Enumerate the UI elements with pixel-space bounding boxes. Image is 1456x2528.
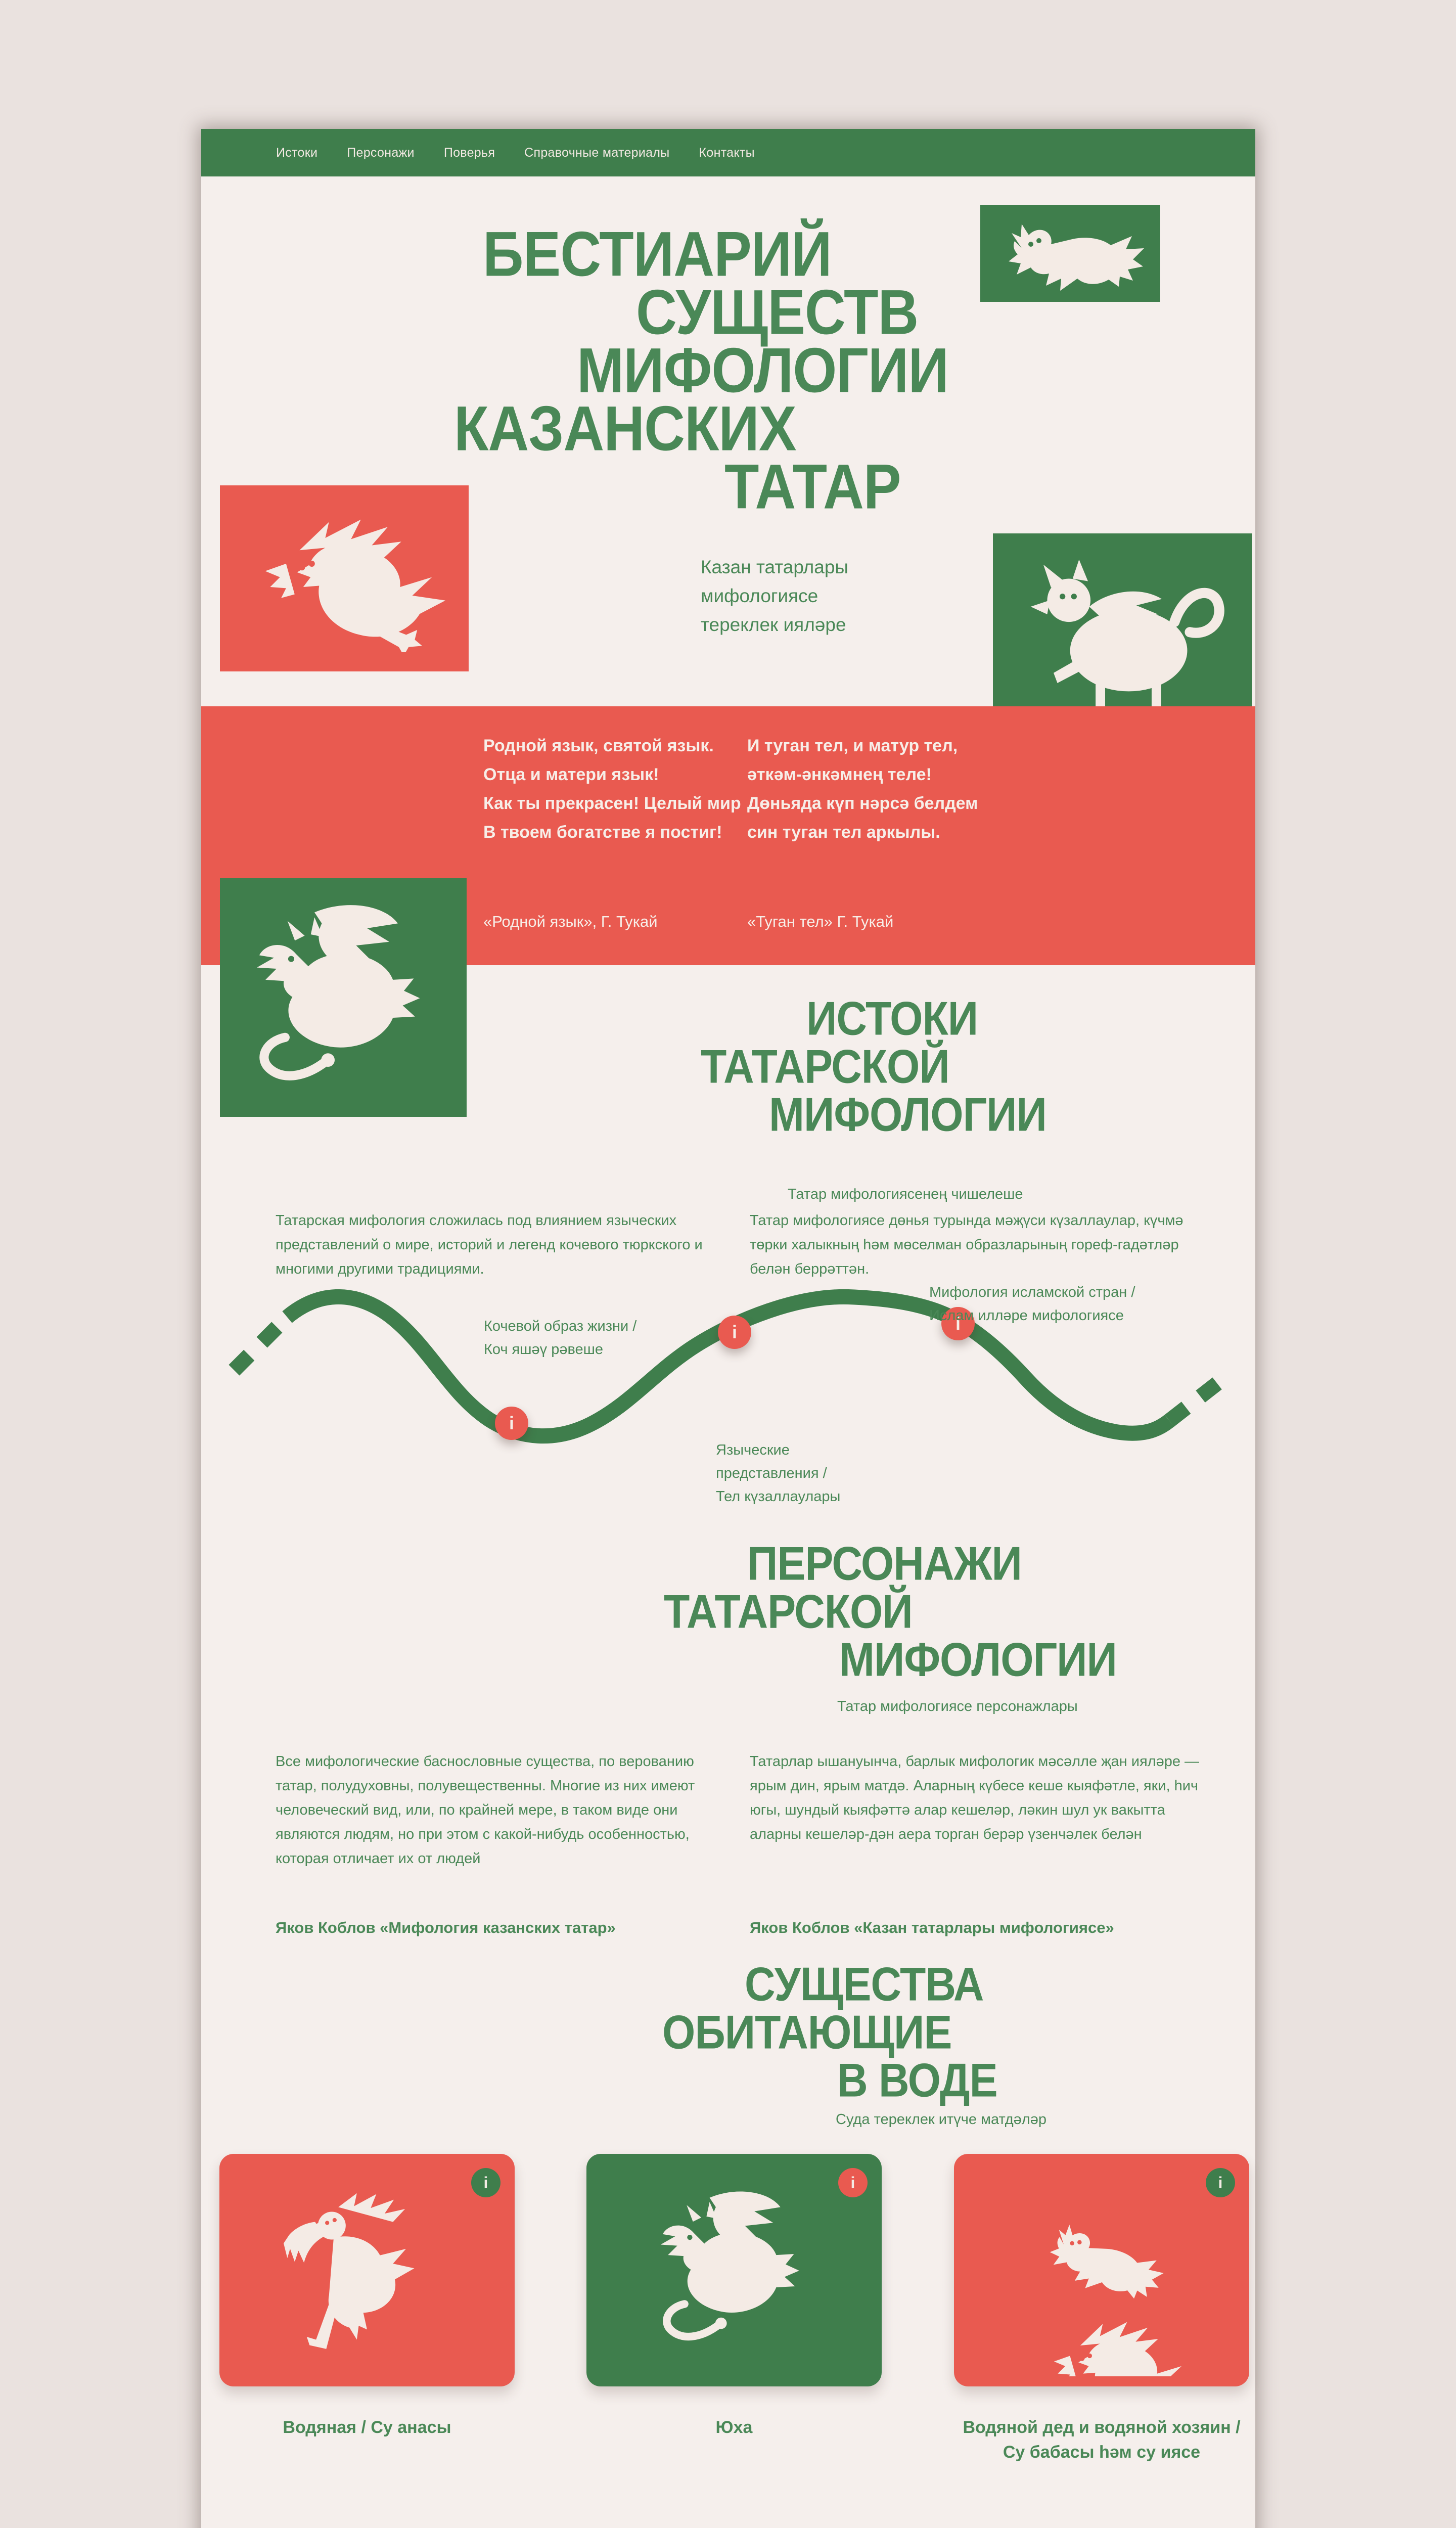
hero-imp-block <box>980 205 1160 302</box>
nav-link-personazhi[interactable]: Персонажи <box>347 145 415 160</box>
yukha-dragon-icon <box>648 2189 820 2351</box>
timeline-label-tt: Ислам илләре мифологиясе <box>929 1307 1124 1324</box>
water-title-line-3: В ВОДЕ <box>837 2053 998 2107</box>
poem-line: Отца и матери язык! <box>483 765 659 784</box>
card-caption-water-mother: Водяная / Су анасы <box>199 2415 535 2440</box>
characters-source-ru: Яков Коблов «Мифология казанских татар» <box>276 1919 616 1936</box>
nav-link-istoki[interactable]: Истоки <box>276 145 318 160</box>
flying-bird-icon <box>243 505 445 652</box>
hero-title-line-3: МИФОЛОГИИ <box>577 335 949 406</box>
caption-line: Водяная / Су анасы <box>283 2418 451 2437</box>
timeline-label-tt: Тел күзаллаулары <box>716 1488 841 1505</box>
main-nav: Истоки Персонажи Поверья Справочные мате… <box>201 129 1255 176</box>
timeline-label-ru: Кочевой образ жизни / <box>484 1318 637 1334</box>
dragon-creature-icon <box>242 901 444 1094</box>
characters-title-line-2: ТАТАРСКОЙ <box>664 1585 913 1638</box>
poem-attribution-tt: «Туган тел» Г. Тукай <box>747 913 894 930</box>
water-title-line-2: ОБИТАЮЩИЕ <box>662 2005 952 2059</box>
poem-line: И туган тел, и матур тел, <box>747 736 958 755</box>
timeline-label-ru: Языческие представления / <box>716 1442 827 1481</box>
poem-tatar: И туган тел, и матур тел, әткәм-әнкәмнең… <box>747 732 978 847</box>
hero-bird-block <box>220 485 469 671</box>
poem-line: Дөньяда күп нәрсә белдем <box>747 794 978 813</box>
characters-text-tatar: Татарлар ышануынча, барлык мифологик мәс… <box>750 1753 1200 1842</box>
poem-line: Как ты прекрасен! Целый мир <box>483 794 741 813</box>
water-title-line-1: СУЩЕСТВА <box>745 1957 984 2011</box>
origins-title-line-1: ИСТОКИ <box>806 991 978 1045</box>
timeline-label-ru: Мифология исламской стран / <box>929 1284 1135 1300</box>
land-title-line-1: СУЩЕСТВА <box>745 2526 984 2528</box>
timeline-info-marker-1[interactable]: i <box>495 1407 528 1440</box>
nav-link-materialy[interactable]: Справочные материалы <box>524 145 670 160</box>
caption-line: Водяной дед и водяной хозяин / <box>963 2418 1241 2437</box>
characters-subtitle: Татар мифологиясе персонажлары <box>837 1698 1078 1714</box>
info-icon[interactable]: i <box>1206 2168 1235 2197</box>
creature-card-water-mother[interactable]: i <box>219 2154 515 2386</box>
creature-card-water-spirits[interactable]: i <box>954 2154 1249 2386</box>
origins-text-tatar: Татар мифологиясе дөнья турында мәҗүси к… <box>750 1212 1184 1277</box>
hero-subtitle: Казан татарлары мифологиясе тереклек иял… <box>701 557 849 635</box>
origins-subtitle: Татар мифологиясенең чишелеше <box>788 1186 1023 1202</box>
poem-russian: Родной язык, святой язык. Отца и матери … <box>483 732 741 847</box>
site-page: Истоки Персонажи Поверья Справочные мате… <box>201 129 1255 2528</box>
origins-text-russian: Татарская мифология сложилась под влияни… <box>276 1212 703 1277</box>
poem-line: В твоем богатстве я постиг! <box>483 823 722 842</box>
timeline-label-tt: Коч яшәү рәвеше <box>484 1341 604 1358</box>
flying-imp-icon <box>994 213 1146 294</box>
poem-line: әткәм-әнкәмнең теле! <box>747 765 932 784</box>
nav-link-kontakty[interactable]: Контакты <box>699 145 755 160</box>
characters-text-russian: Все мифологические баснословные существа… <box>276 1753 695 1867</box>
hero-title-line-4: КАЗАНСКИХ <box>454 393 797 464</box>
poem-line: син туган тел аркылы. <box>747 823 940 842</box>
timeline-label-3: Мифология исламской стран / Ислам илләре… <box>929 1281 1135 1327</box>
hero-title-line-2: СУЩЕСТВ <box>636 277 919 348</box>
origins-title-line-2: ТАТАРСКОЙ <box>701 1040 950 1093</box>
poem-line: Родной язык, святой язык. <box>483 736 714 755</box>
poem-attribution-ru: «Родной язык», Г. Тукай <box>483 913 658 930</box>
caption-line: Юха <box>715 2418 753 2437</box>
origins-dragon-block <box>220 878 467 1117</box>
creature-card-yukha[interactable]: i <box>586 2154 882 2386</box>
hero-cat-block <box>993 533 1252 730</box>
card-caption-yukha: Юха <box>566 2415 902 2440</box>
hero-title-line-5: ТАТАР <box>724 451 901 522</box>
caption-line: Су бабасы һәм су иясе <box>1003 2443 1201 2462</box>
hero-title-line-1: БЕСТИАРИЙ <box>483 218 832 290</box>
characters-source-tt: Яков Коблов «Казан татарлары мифологиясе… <box>750 1919 1114 1936</box>
info-icon[interactable]: i <box>471 2168 500 2197</box>
nav-link-poverya[interactable]: Поверья <box>443 145 495 160</box>
characters-title-line-3: МИФОЛОГИИ <box>839 1633 1117 1686</box>
timeline-label-2: Языческие представления / Тел күзаллаула… <box>716 1438 852 1508</box>
info-icon[interactable]: i <box>838 2168 868 2197</box>
water-spirits-icon <box>1006 2164 1198 2376</box>
origins-title-line-3: МИФОЛОГИИ <box>769 1088 1047 1141</box>
water-subtitle: Суда тереклек итүче матдәләр <box>836 2111 1046 2128</box>
timeline-info-marker-3[interactable]: i <box>941 1307 975 1340</box>
characters-title-line-1: ПЕРСОНАЖИ <box>747 1537 1022 1590</box>
water-mother-icon <box>284 2177 450 2364</box>
card-caption-water-spirits: Водяной дед и водяной хозяин / Су бабасы… <box>924 2415 1280 2465</box>
timeline-info-marker-2[interactable]: i <box>718 1316 751 1349</box>
timeline-label-1: Кочевой образ жизни / Коч яшәү рәвеше <box>484 1315 636 1361</box>
winged-cat-icon <box>1014 546 1231 717</box>
